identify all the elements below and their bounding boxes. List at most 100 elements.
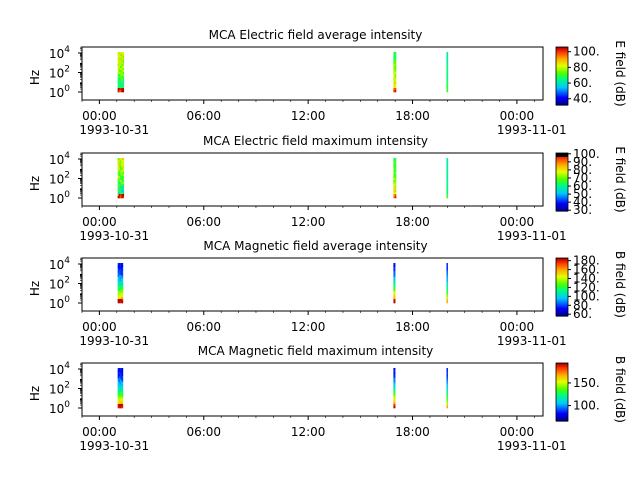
spectrogram-cell — [393, 164, 395, 167]
spectrogram-cell — [121, 295, 124, 298]
spectrogram-cell — [394, 402, 396, 405]
spectrogram-cell — [118, 396, 121, 399]
spectrogram-cell — [393, 291, 395, 294]
spectrogram-cell — [118, 295, 121, 298]
spectrogram-burst — [446, 368, 448, 409]
spectrogram-cell — [118, 166, 120, 169]
spectrogram-cell — [120, 166, 123, 169]
colorbar-cell — [556, 168, 568, 171]
colorbar-cell — [556, 182, 568, 184]
spectrogram-cell — [118, 66, 120, 69]
spectrogram-cell — [393, 275, 395, 278]
spectrogram-cell — [447, 279, 448, 282]
spectrogram-cell — [393, 382, 395, 385]
spectrogram-cell — [120, 194, 123, 197]
spectrogram-cell — [117, 174, 119, 177]
spectrogram-cell — [122, 62, 125, 65]
spectrogram-cell — [394, 190, 396, 193]
spectrogram-cell — [395, 162, 397, 165]
x-tick-label: 00:00 — [500, 320, 535, 334]
colorbar-cell — [556, 408, 568, 410]
spectrogram-cell — [120, 392, 123, 395]
spectrogram-cell — [119, 86, 121, 89]
x-tick-label: 18:00 — [395, 215, 430, 229]
spectrogram-cell — [117, 406, 119, 409]
spectrogram-cell — [119, 70, 121, 73]
colorbar-cell — [556, 365, 568, 368]
x-tick-label: 18:00 — [395, 425, 430, 439]
spectrogram-cell — [447, 394, 448, 397]
spectrogram-cell — [393, 190, 395, 193]
spectrogram-cell — [119, 176, 121, 179]
spectrogram-cell — [120, 293, 123, 296]
spectrogram-cell — [446, 293, 448, 296]
spectrogram-cell — [395, 172, 397, 175]
spectrogram-cell — [119, 178, 121, 181]
spectrogram-cell — [118, 170, 120, 173]
colorbar-cell — [556, 411, 568, 413]
spectrogram-cell — [447, 54, 449, 57]
spectrogram-cell — [447, 380, 448, 383]
spectrogram-cell — [121, 74, 124, 77]
spectrogram-cell — [117, 52, 119, 55]
spectrogram-cell — [393, 386, 395, 389]
spectrogram-cell — [395, 56, 397, 59]
spectrogram-cell — [120, 271, 123, 274]
spectrogram-cell — [446, 62, 448, 65]
colorbar-cell — [556, 366, 568, 369]
colorbar-tick-label: 50. — [573, 187, 592, 201]
spectrogram-cell — [447, 263, 448, 266]
spectrogram-cell — [395, 164, 397, 167]
spectrogram-cell — [117, 400, 119, 403]
spectrogram-cell — [118, 176, 120, 179]
spectrogram-cell — [117, 182, 119, 185]
spectrogram-cell — [446, 74, 448, 77]
colorbar-cell — [556, 374, 568, 377]
spectrogram-cell — [393, 267, 395, 270]
spectrogram-cell — [120, 80, 123, 83]
spectrogram-cell — [393, 289, 395, 292]
spectrogram-burst — [446, 158, 449, 199]
spectrogram-cell — [118, 60, 120, 63]
spectrogram-cell — [395, 188, 397, 191]
spectrogram-cell — [446, 271, 448, 274]
x-tick-label: 00:00 — [82, 320, 117, 334]
colorbar-tick-label: 80. — [573, 298, 592, 312]
spectrogram-cell — [117, 299, 119, 302]
spectrogram-cell — [446, 398, 448, 401]
colorbar-cell — [556, 260, 568, 263]
spectrogram-cell — [121, 378, 124, 381]
colorbar-cell — [556, 293, 568, 296]
colorbar-cell — [556, 258, 568, 260]
spectrogram-cell — [119, 88, 121, 91]
spectrogram-cell — [395, 86, 397, 89]
spectrogram-cell — [118, 281, 121, 284]
spectrogram-cell — [394, 166, 396, 169]
spectrogram-cell — [393, 281, 395, 284]
spectrogram-cell — [120, 388, 123, 391]
spectrogram-cell — [118, 285, 121, 288]
colorbar-tick-label: 80. — [573, 60, 592, 74]
spectrogram-cell — [119, 271, 122, 274]
spectrogram-cell — [118, 404, 121, 407]
spectrogram-cell — [447, 372, 448, 375]
spectrogram-cell — [120, 64, 123, 67]
spectrogram-cell — [117, 66, 119, 69]
spectrogram-cell — [118, 301, 121, 304]
colorbar-cell — [556, 371, 568, 374]
spectrogram-cell — [119, 64, 121, 67]
spectrogram-cell — [395, 196, 397, 199]
spectrogram-cell — [394, 380, 396, 383]
colorbar-cell — [556, 277, 568, 279]
colorbar-cell — [556, 205, 568, 207]
spectrogram-cell — [446, 265, 448, 268]
colorbar-cell — [556, 207, 568, 209]
spectrogram-cell — [120, 372, 123, 375]
spectrogram-cell — [394, 287, 396, 290]
colorbar-cell — [556, 383, 568, 385]
spectrogram-cell — [118, 164, 120, 167]
spectrogram-cell — [119, 368, 122, 371]
spectrogram-cell — [446, 297, 448, 300]
spectrogram-cell — [118, 376, 121, 379]
spectrogram-cell — [447, 281, 448, 284]
